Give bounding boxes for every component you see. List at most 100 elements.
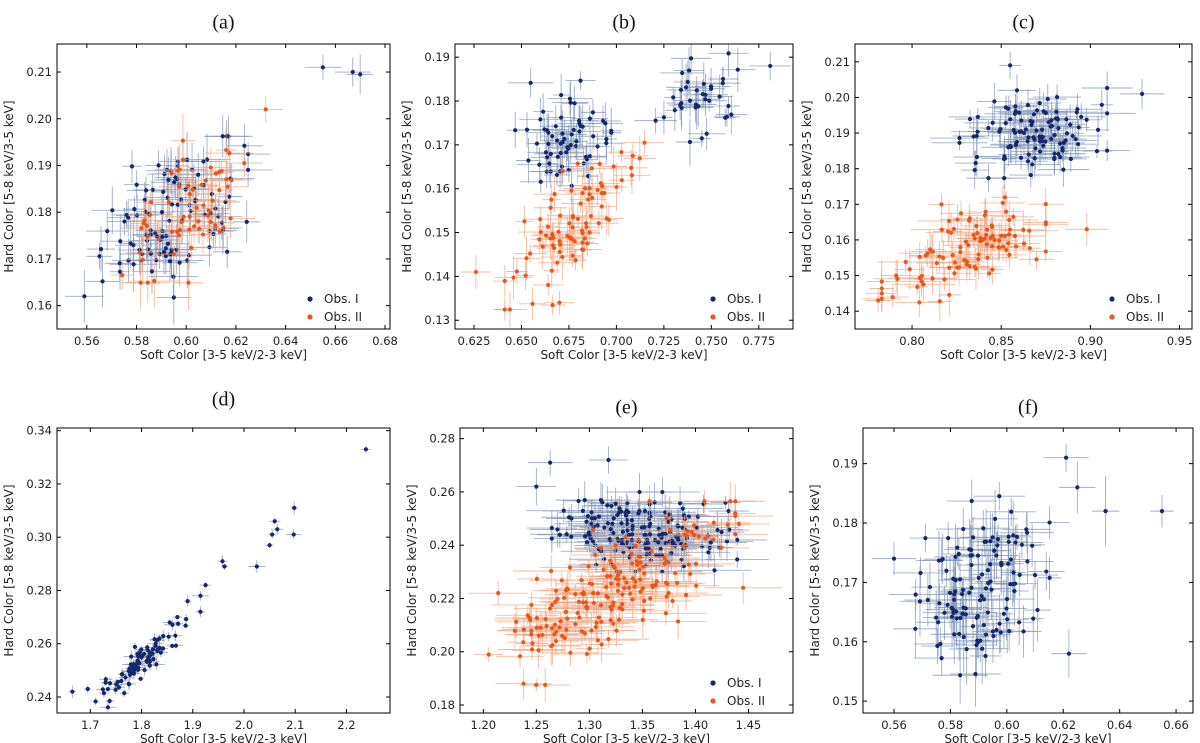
data-point — [1041, 143, 1046, 148]
data-point — [128, 662, 134, 667]
data-point — [93, 699, 98, 704]
data-point — [958, 615, 963, 621]
x-tick-label: 0.68 — [372, 334, 398, 348]
data-point — [580, 508, 585, 514]
data-point — [946, 218, 952, 224]
data-point — [177, 184, 182, 189]
data-point — [521, 681, 526, 686]
data-point — [1053, 116, 1058, 121]
data-point — [150, 647, 156, 652]
y-tick-label: 0.20 — [429, 645, 455, 659]
y-tick-label: 0.21 — [26, 65, 52, 79]
data-point — [159, 210, 165, 215]
series-obs1 — [871, 443, 1174, 707]
data-point — [144, 188, 149, 193]
data-point — [620, 602, 625, 607]
data-point — [117, 261, 122, 266]
data-point — [186, 183, 191, 188]
data-point — [907, 267, 912, 272]
y-tick-label: 0.17 — [424, 138, 450, 152]
data-point — [119, 672, 125, 677]
data-point — [568, 650, 573, 655]
data-point — [694, 583, 699, 588]
data-point — [557, 300, 562, 305]
data-point — [977, 598, 983, 603]
data-point — [939, 227, 944, 232]
data-point — [207, 245, 212, 250]
data-point — [166, 634, 171, 639]
data-point — [534, 625, 539, 630]
y-tick-label: 0.15 — [832, 694, 858, 708]
data-point — [972, 236, 977, 241]
data-point — [179, 219, 184, 225]
data-point — [562, 136, 567, 141]
data-point — [591, 600, 596, 606]
data-point — [1001, 244, 1006, 249]
data-point — [575, 610, 580, 616]
legend: Obs. I Obs. II — [307, 292, 362, 324]
data-point — [1047, 575, 1052, 580]
data-point — [502, 307, 507, 312]
data-point — [602, 525, 607, 530]
data-point — [918, 570, 923, 576]
data-point — [572, 101, 577, 106]
data-point — [1068, 122, 1073, 127]
plot-area — [862, 51, 1165, 322]
data-point — [997, 238, 1002, 243]
data-point — [1043, 220, 1048, 225]
data-point — [653, 118, 658, 123]
legend-marker — [710, 314, 716, 320]
data-point — [1017, 620, 1022, 625]
data-points — [513, 51, 773, 188]
data-point — [664, 594, 669, 599]
data-point — [981, 597, 987, 602]
y-axis-label: Hard Color [5-8 keV/3-5 keV] — [808, 484, 822, 656]
data-point — [617, 510, 622, 515]
data-point — [961, 605, 966, 610]
y-axis-label: Hard Color [5-8 keV/3-5 keV] — [2, 100, 16, 272]
data-point — [706, 550, 711, 555]
y-axis-label: Hard Color [5-8 keV/3-5 keV] — [400, 100, 414, 272]
data-point — [1001, 156, 1007, 162]
data-point — [549, 525, 554, 531]
data-point — [599, 546, 604, 551]
series-obs2 — [468, 482, 782, 703]
data-point — [589, 510, 594, 515]
data-point — [1003, 233, 1008, 238]
data-point — [224, 147, 229, 153]
x-tick-label: 0.700 — [600, 334, 633, 348]
panel-title: (f) — [1018, 397, 1038, 419]
data-point — [719, 530, 724, 535]
data-point — [941, 255, 946, 261]
data-point — [575, 161, 580, 166]
data-point — [693, 561, 699, 567]
data-point — [958, 211, 964, 216]
data-point — [599, 642, 604, 647]
data-point — [641, 608, 646, 613]
y-tick-label: 0.17 — [824, 197, 850, 211]
data-point — [555, 527, 560, 532]
data-point — [197, 226, 202, 231]
data-point — [584, 519, 589, 524]
data-point — [677, 501, 683, 506]
data-point — [990, 535, 995, 540]
data-point — [511, 275, 516, 280]
data-point — [544, 169, 549, 174]
data-point — [1063, 455, 1069, 460]
data-point — [152, 278, 157, 284]
data-point — [126, 681, 131, 686]
data-point — [170, 643, 175, 649]
data-points — [473, 140, 647, 312]
data-point — [952, 632, 957, 637]
data-point — [201, 159, 206, 164]
data-point — [546, 282, 551, 288]
data-point — [175, 615, 180, 620]
data-point — [555, 154, 560, 159]
data-point — [272, 519, 277, 524]
data-point — [1024, 527, 1029, 532]
data-point — [619, 150, 624, 155]
data-point — [969, 562, 974, 568]
data-point — [82, 294, 87, 299]
legend-label: Obs. II — [727, 310, 765, 324]
x-tick-label: 2.2 — [337, 718, 355, 732]
